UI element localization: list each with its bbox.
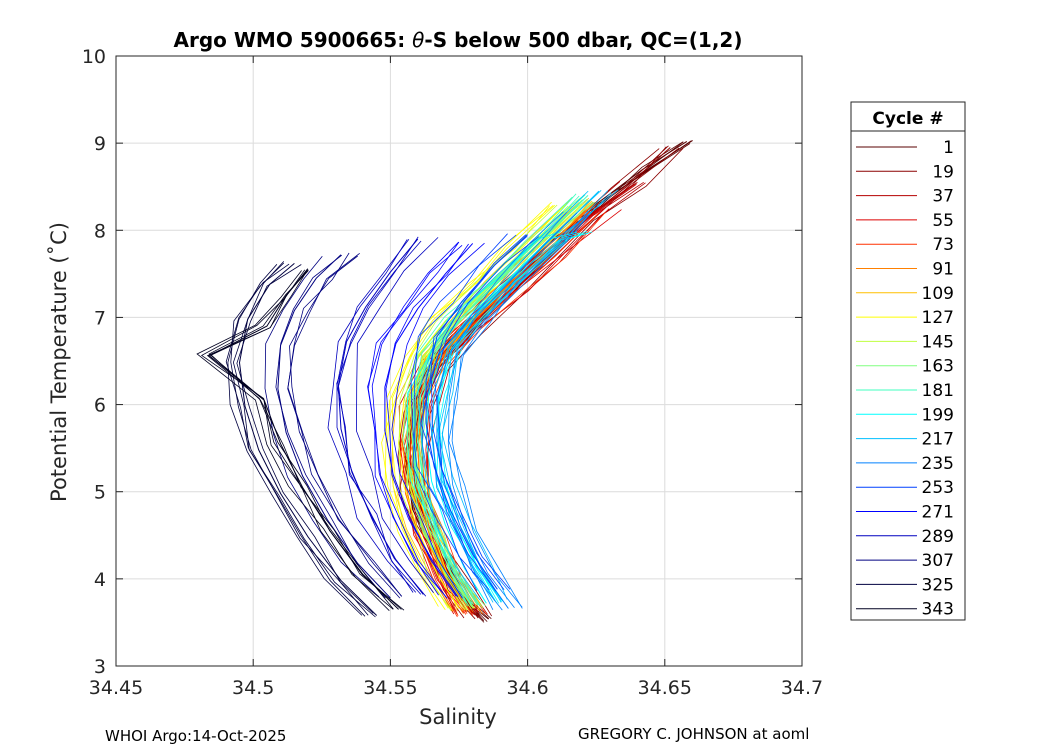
series-line-cycle-289-companion [336,239,414,593]
series-line-cycle-109-companion [391,198,573,612]
series-line-cycle-235-companion [448,214,590,609]
series-line-cycle-271-companion [391,242,485,599]
series-line-cycle-325 [238,263,378,616]
footer-left: WHOI Argo:14-Oct-2025 [105,727,286,745]
chart-title: Argo WMO 5900665: θ-S below 500 dbar, QC… [174,28,743,52]
title-prefix: Argo WMO 5900665: [174,28,413,52]
series-line-cycle-307-companion [275,254,386,599]
plot-background [116,56,802,666]
series-line-cycle-289-companion [327,239,417,593]
series-line-cycle-217-companion [417,190,589,601]
series-layer [196,140,693,623]
series-line-cycle-307-companion [264,256,380,598]
series-line-cycle-343-companion [200,269,390,611]
legend-label-163: 163 [922,357,954,377]
legend-label-37: 37 [932,187,954,207]
legend-title: Cycle # [872,109,943,129]
legend-label-253: 253 [922,478,954,498]
legend: Cycle # 1 19 37 55 73 91 109 127 145 163 181 199 217… [850,101,966,621]
title-suffix: -S below 500 dbar, QC=(1,2) [424,28,742,52]
legend-label-145: 145 [922,332,954,352]
series-line-cycle-343-companion [210,271,405,611]
series-line-cycle-199-companion [431,232,588,604]
legend-label-19: 19 [932,162,954,182]
x-axis-ticks: 34.45 34.5 34.55 34.6 34.65 34.7 [89,56,823,699]
legend-label-73: 73 [932,235,954,255]
plot-area: 34.45 34.5 34.55 34.6 34.65 34.7 3 4 5 6 7 8 9 10 [82,46,823,699]
series-line-cycle-235-companion [421,211,564,610]
legend-label-307: 307 [922,551,954,571]
x-tick-label: 34.6 [506,677,548,699]
series-line-cycle-235 [436,212,578,609]
y-tick-label: 10 [82,46,106,68]
legend-box [850,101,966,621]
series-line-cycle-181-companion [402,196,573,604]
axes-frame [115,55,803,667]
series-line-cycle-73-companion [426,211,606,615]
series-line-cycle-325-companion [236,264,374,614]
series-line-cycle-343-companion [208,270,394,610]
series-line-cycle-271-companion [367,241,460,598]
series-line-cycle-343-companion [196,270,394,610]
series-line-cycle-271-companion [385,243,469,598]
x-tick-label: 34.5 [232,677,274,699]
series-line-cycle-325-companion [227,264,363,616]
legend-label-127: 127 [922,308,954,328]
x-tick-label: 34.55 [363,677,417,699]
series-line-cycle-217-companion [437,190,609,601]
legend-label-199: 199 [922,405,954,425]
x-tick-label: 34.7 [781,677,823,699]
series-line-cycle-253-companion [434,236,540,590]
series-line-cycle-253-companion [431,234,527,591]
x-tick-label: 34.65 [638,677,692,699]
legend-label-181: 181 [922,381,954,401]
y-axis-ticks: 3 4 5 6 7 8 9 10 [82,46,802,678]
legend-label-343: 343 [922,600,954,620]
legend-label-109: 109 [922,284,954,304]
x-tick-label: 34.45 [89,677,143,699]
legend-label-235: 235 [922,454,954,474]
series-line-cycle-217-companion [440,192,612,603]
series-line-cycle-271-companion [371,241,459,596]
legend-label-325: 325 [922,575,954,595]
legend-label-289: 289 [922,527,954,547]
y-tick-label: 3 [94,656,106,678]
legend-label-271: 271 [922,503,954,523]
series-line-cycle-199-companion [406,231,561,605]
series-line-cycle-253-companion [410,234,517,591]
footer-right: GREGORY C. JOHNSON at aoml [578,725,809,743]
legend-label-217: 217 [922,430,954,450]
y-tick-label: 4 [94,569,106,591]
legend-label-55: 55 [932,211,954,231]
legend-label-1: 1 [943,138,954,158]
legend-label-91: 91 [932,260,954,280]
series-line-cycle-253-companion [412,233,508,591]
series-line-cycle-199 [425,231,578,604]
series-line-cycle-235-companion [451,210,589,608]
title-theta: θ [412,28,424,52]
x-axis-label: Salinity [419,705,497,729]
series-line-cycle-127-companion [381,201,552,609]
series-line-cycle-127-companion [387,205,550,610]
y-tick-label: 9 [94,133,106,155]
y-tick-label: 6 [94,395,106,417]
series-line-cycle-307-companion [289,255,403,597]
y-tick-label: 5 [94,482,106,504]
series-line-cycle-235-companion [447,214,589,608]
y-tick-label: 7 [94,307,106,329]
series-line-cycle-289-companion [356,237,439,593]
y-tick-label: 8 [94,220,106,242]
series-line-cycle-325-companion [232,261,376,618]
series-line-cycle-289-companion [338,240,427,597]
series-line-cycle-253-companion [420,236,528,592]
y-axis-label: Potential Temperature (˚C) [47,222,71,502]
legend-entries: 1 19 37 55 73 91 109 127 145 163 181 199 217 235 253 27… [856,138,954,620]
